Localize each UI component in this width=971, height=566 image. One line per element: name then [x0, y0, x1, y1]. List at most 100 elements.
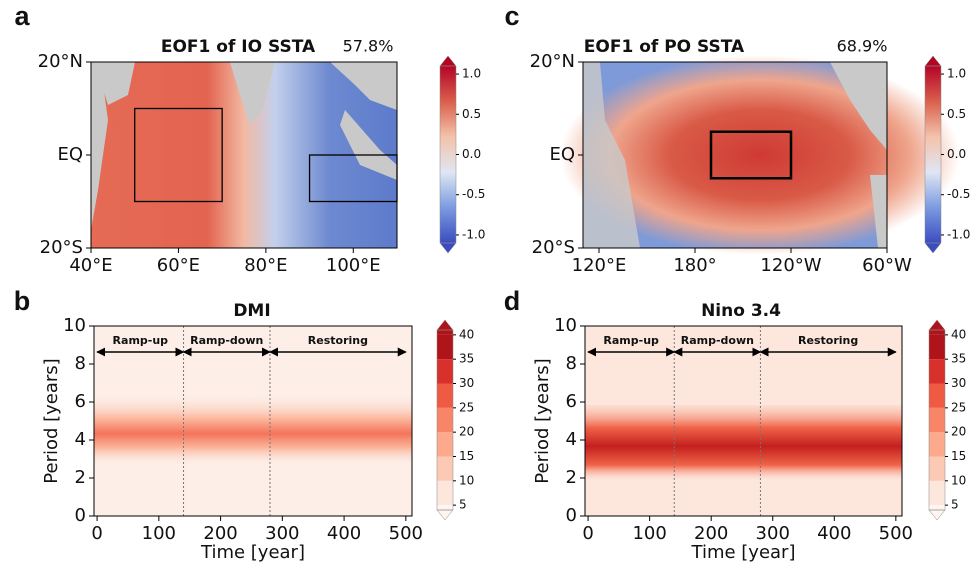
colorbar-band — [929, 480, 945, 506]
colorbar-band — [437, 407, 453, 433]
y-tick-label: 0 — [566, 505, 577, 526]
y-tick-label: EQ — [57, 144, 83, 165]
colorbar-band — [929, 432, 945, 457]
map-field — [560, 55, 960, 255]
colorbar-extend — [436, 509, 454, 521]
x-tick-label: 200 — [203, 523, 237, 544]
colorbar-tick-label: 40 — [951, 327, 966, 341]
colorbar-tick-label: -0.5 — [462, 187, 485, 201]
y-tick-label: 20°S — [532, 237, 575, 258]
y-tick-label: 10 — [63, 315, 86, 336]
colorbar-band — [437, 456, 453, 481]
colorbar-tick-label: 0.5 — [462, 107, 481, 121]
panel-letter: d — [504, 286, 521, 316]
x-tick-label: 200 — [694, 523, 728, 544]
colorbar-tick-label: 0.0 — [462, 147, 481, 161]
colorbar-tick-label: 5 — [951, 498, 959, 512]
colorbar-tick-label: 1.0 — [947, 67, 966, 81]
phase-label: Ramp-down — [190, 334, 263, 347]
colorbar-tick-label: 1.0 — [462, 67, 481, 81]
colorbar-extend — [924, 55, 942, 67]
panel-title: Nino 3.4 — [701, 301, 781, 321]
colorbar-tick-label: 15 — [951, 449, 966, 463]
colorbar-frame — [436, 329, 454, 511]
colorbar-tick-label: 40 — [459, 327, 474, 341]
y-tick-label: 20°N — [530, 51, 575, 72]
plot-frame — [93, 325, 413, 517]
y-tick-label: 6 — [566, 391, 577, 412]
colorbar-tick-label: 20 — [951, 425, 966, 439]
colorbar-band — [437, 383, 453, 408]
colorbar-extend — [436, 319, 454, 331]
wavelet-field — [94, 326, 902, 516]
colorbar-tick-label: 0.5 — [947, 107, 966, 121]
colorbar-band — [437, 334, 453, 360]
plot-frame — [90, 61, 398, 249]
colorbar-tick-label: 25 — [459, 400, 474, 414]
x-tick-label: 180° — [673, 255, 716, 276]
x-tick-label: 300 — [265, 523, 299, 544]
colorbar-tick-label: 30 — [951, 376, 966, 390]
x-tick-label: 100 — [142, 523, 176, 544]
plot-frame — [582, 61, 888, 249]
y-tick-label: 6 — [75, 391, 86, 412]
y-tick-label: EQ — [549, 144, 575, 165]
colorbar-tick-label: 35 — [951, 352, 966, 366]
index-box — [134, 107, 223, 203]
phase-label: Ramp-up — [603, 334, 659, 347]
colorbar — [440, 66, 456, 243]
x-tick-label: 40°E — [69, 255, 112, 276]
colorbar-extend — [928, 319, 946, 331]
colorbar-band — [437, 480, 453, 506]
colorbar-tick-label: 30 — [459, 376, 474, 390]
colorbar-frame — [928, 329, 946, 511]
x-tick-label: 80°E — [244, 255, 287, 276]
phase-label: Ramp-up — [113, 334, 169, 347]
x-tick-label: 120°W — [760, 255, 821, 276]
colorbar-tick-label: 35 — [459, 352, 474, 366]
y-tick-label: 10 — [554, 315, 577, 336]
colorbar-band — [929, 456, 945, 481]
colorbar-extend — [928, 509, 946, 521]
colorbar-band — [437, 330, 453, 335]
panel-title: DMI — [233, 301, 270, 321]
phase-label: Ramp-down — [681, 334, 754, 347]
x-tick-label: 400 — [327, 523, 361, 544]
colorbar-tick-label: 25 — [951, 400, 966, 414]
panel-letter: c — [504, 1, 519, 31]
y-tick-label: 0 — [75, 505, 86, 526]
x-tick-label: 300 — [756, 523, 790, 544]
colorbar-band — [929, 383, 945, 408]
panel-title: EOF1 of PO SSTA — [584, 37, 745, 57]
variance-label: 57.8% — [343, 37, 394, 56]
colorbar-tick-label: 5 — [459, 498, 467, 512]
x-axis-label: Time [year] — [200, 542, 305, 563]
x-tick-label: 400 — [817, 523, 851, 544]
y-tick-label: 20°N — [38, 51, 83, 72]
x-tick-label: 60°E — [157, 255, 200, 276]
panel-title: EOF1 of IO SSTA — [161, 37, 316, 57]
panel-letter: b — [14, 286, 31, 316]
colorbar-band — [437, 359, 453, 384]
phase-label: Restoring — [798, 334, 858, 347]
colorbar-extend — [439, 242, 457, 254]
colorbar-band — [437, 432, 453, 457]
colorbar-band — [929, 359, 945, 384]
x-axis-label: Time [year] — [691, 542, 796, 563]
y-tick-label: 20°S — [40, 237, 83, 258]
y-tick-label: 2 — [566, 467, 577, 488]
y-tick-label: 4 — [566, 429, 577, 450]
x-tick-label: 0 — [91, 523, 102, 544]
colorbar-tick-label: 10 — [459, 473, 474, 487]
colorbar — [925, 66, 941, 243]
y-tick-label: 8 — [75, 353, 86, 374]
y-tick-label: 2 — [75, 467, 86, 488]
colorbar-band — [929, 334, 945, 360]
colorbar-tick-label: 15 — [459, 449, 474, 463]
colorbar-tick-label: -1.0 — [462, 227, 485, 241]
variance-label: 68.9% — [837, 37, 888, 56]
colorbar-band — [929, 407, 945, 433]
y-axis-label: Period [years] — [532, 358, 553, 483]
x-tick-label: 100 — [632, 523, 666, 544]
